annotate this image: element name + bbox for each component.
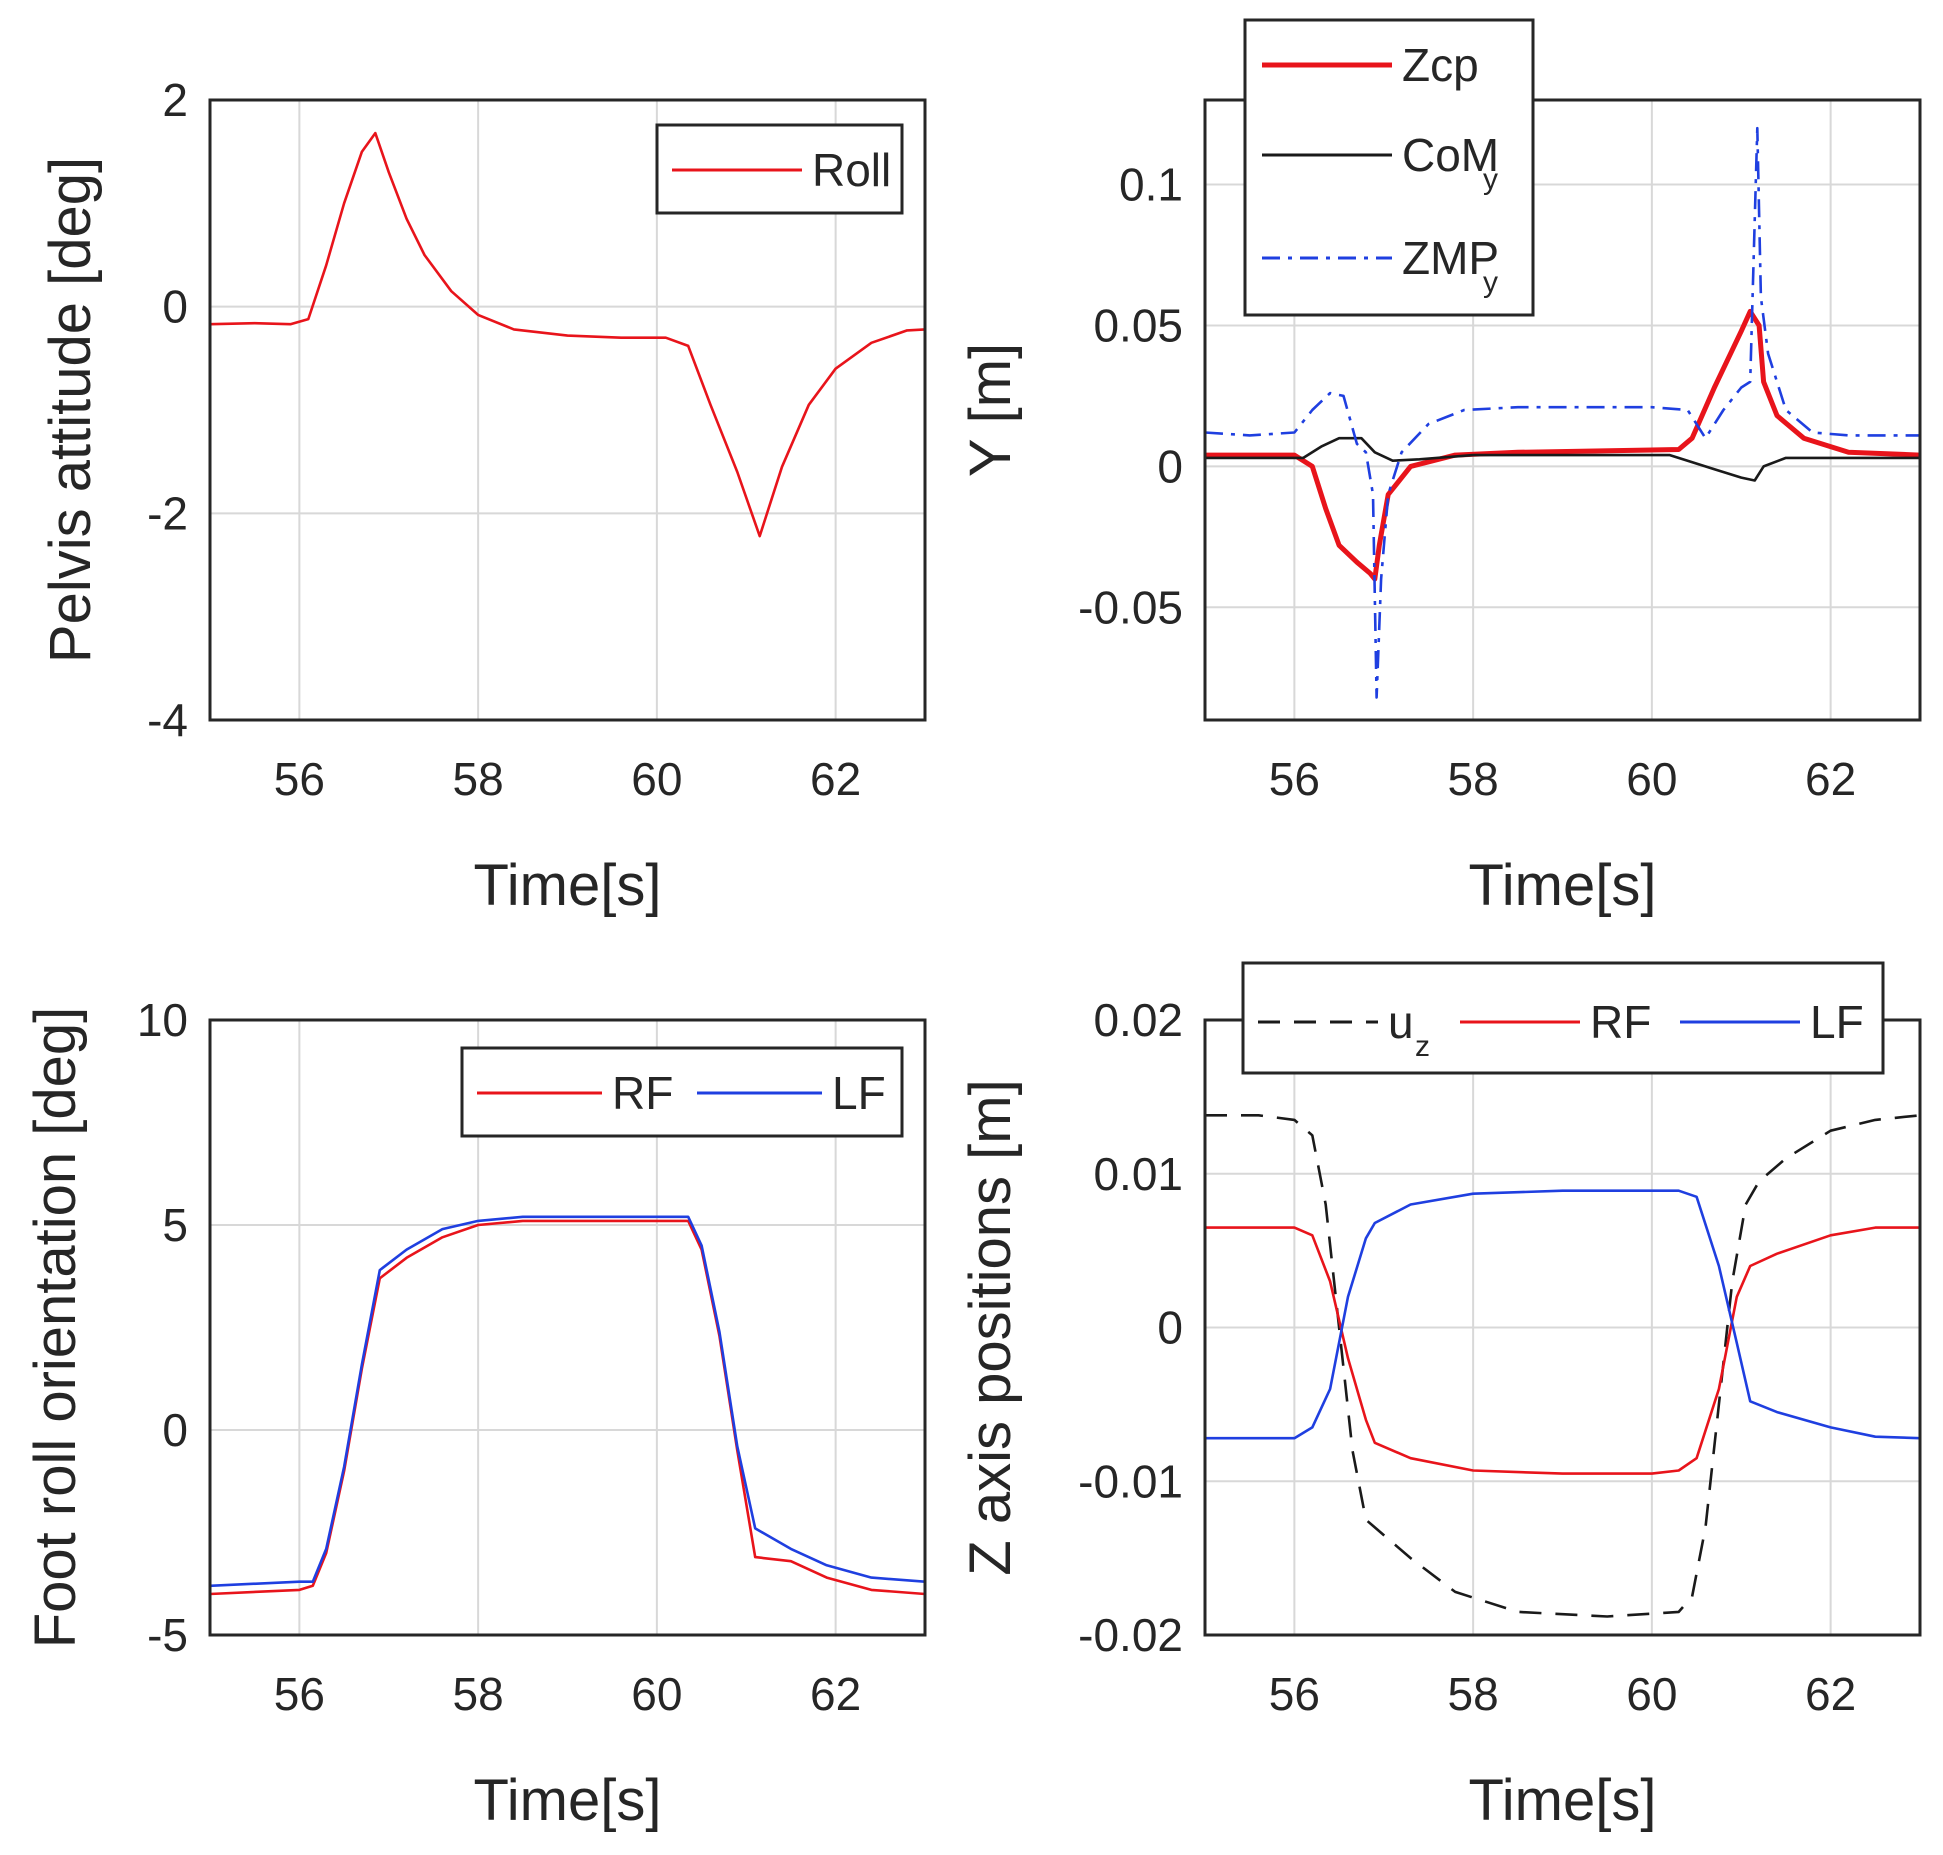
x-tick-label: 56 <box>274 753 325 805</box>
y-axis-label: Pelvis attitude [deg] <box>38 157 103 663</box>
x-tick-label: 62 <box>810 1668 861 1720</box>
x-axis-label: Time[s] <box>474 853 662 918</box>
y-tick-label: 0.01 <box>1093 1148 1183 1200</box>
plot-frame <box>1203 98 1922 722</box>
y-tick-label: 0 <box>1157 440 1183 492</box>
series-line-lf <box>210 1215 925 1588</box>
series-line-zmp-y <box>1205 126 1920 699</box>
y-tick-label: -2 <box>147 487 188 539</box>
legend-label-subscript: y <box>1483 266 1498 299</box>
plot-frame <box>208 98 927 722</box>
legend-label-subscript: y <box>1483 163 1498 196</box>
legend-label: Zcp <box>1402 39 1479 91</box>
x-axis-label: Time[s] <box>1469 1768 1657 1833</box>
x-tick-label: 60 <box>631 1668 682 1720</box>
x-tick-label: 56 <box>1269 1668 1320 1720</box>
legend-label: CoM <box>1402 129 1499 181</box>
legend-label: ZMP <box>1402 232 1499 284</box>
series-line-rf <box>210 1219 925 1596</box>
x-tick-label: 56 <box>1269 753 1320 805</box>
series-line-u-z <box>1205 1114 1920 1618</box>
series-line-roll <box>210 131 925 538</box>
legend-box <box>1243 18 1535 317</box>
y-tick-label: 0.02 <box>1093 994 1183 1046</box>
legend: RF LF <box>460 1046 904 1138</box>
legend: u z RF LF <box>1241 961 1885 1075</box>
series-line-zcp <box>1205 308 1920 582</box>
x-tick-label: 58 <box>453 753 504 805</box>
y-tick-label: -0.05 <box>1078 581 1183 633</box>
x-tick-label: 58 <box>1448 1668 1499 1720</box>
x-axis-label: Time[s] <box>474 1768 662 1833</box>
legend: Roll <box>655 123 904 215</box>
plot-frame <box>208 1018 927 1637</box>
foot-roll-panel: 56 58 60 62 -5 0 5 10 Time[s] Foot roll orienta… <box>23 994 927 1833</box>
y-tick-label: 0 <box>162 281 188 333</box>
y-tick-label: -0.01 <box>1078 1455 1183 1507</box>
legend-label: LF <box>832 1067 886 1119</box>
legend-label: LF <box>1810 996 1864 1048</box>
series-line-com-y <box>1205 436 1920 482</box>
y-tick-label: 0 <box>162 1404 188 1456</box>
series-line-lf <box>1205 1189 1920 1440</box>
x-tick-label: 62 <box>1805 753 1856 805</box>
legend-label: RF <box>612 1067 673 1119</box>
x-tick-label: 60 <box>1626 1668 1677 1720</box>
y-axis-label: Z axis positions [m] <box>958 1079 1023 1575</box>
series-line-rf <box>1205 1226 1920 1475</box>
y-tick-label: 5 <box>162 1199 188 1251</box>
x-tick-label: 60 <box>631 753 682 805</box>
legend-label: Roll <box>812 144 891 196</box>
x-tick-label: 60 <box>1626 753 1677 805</box>
y-tick-label: -5 <box>147 1609 188 1661</box>
x-tick-label: 56 <box>274 1668 325 1720</box>
legend-label: RF <box>1590 996 1651 1048</box>
x-tick-label: 58 <box>453 1668 504 1720</box>
legend-label-subscript: z <box>1415 1030 1430 1063</box>
x-axis-label: Time[s] <box>1469 853 1657 918</box>
y-tick-label: -4 <box>147 694 188 746</box>
y-tick-label: 2 <box>162 74 188 126</box>
y-tick-label: 0.05 <box>1093 299 1183 351</box>
legend-label: u <box>1388 996 1414 1048</box>
x-tick-label: 62 <box>1805 1668 1856 1720</box>
x-tick-label: 62 <box>810 753 861 805</box>
x-tick-label: 58 <box>1448 753 1499 805</box>
pelvis-attitude-panel: 56 58 60 62 -4 -2 0 2 Time[s] Pelvis attitude [… <box>38 74 927 918</box>
y-axis-label: Foot roll orientation [deg] <box>23 1007 88 1649</box>
y-tick-label: 0.1 <box>1119 159 1183 211</box>
y-tick-label: -0.02 <box>1078 1609 1183 1661</box>
z-axis-panel: 56 58 60 62 -0.02 -0.01 0 0.01 0.02 Time[s] Z ax… <box>958 961 1922 1833</box>
y-tick-label: 0 <box>1157 1302 1183 1354</box>
y-position-panel: 56 58 60 62 -0.05 0 0.05 0.1 Time[s] Y [m] Zcp C… <box>958 18 1922 918</box>
legend-box <box>1241 961 1885 1075</box>
y-tick-label: 10 <box>137 994 188 1046</box>
y-axis-label: Y [m] <box>958 343 1023 477</box>
